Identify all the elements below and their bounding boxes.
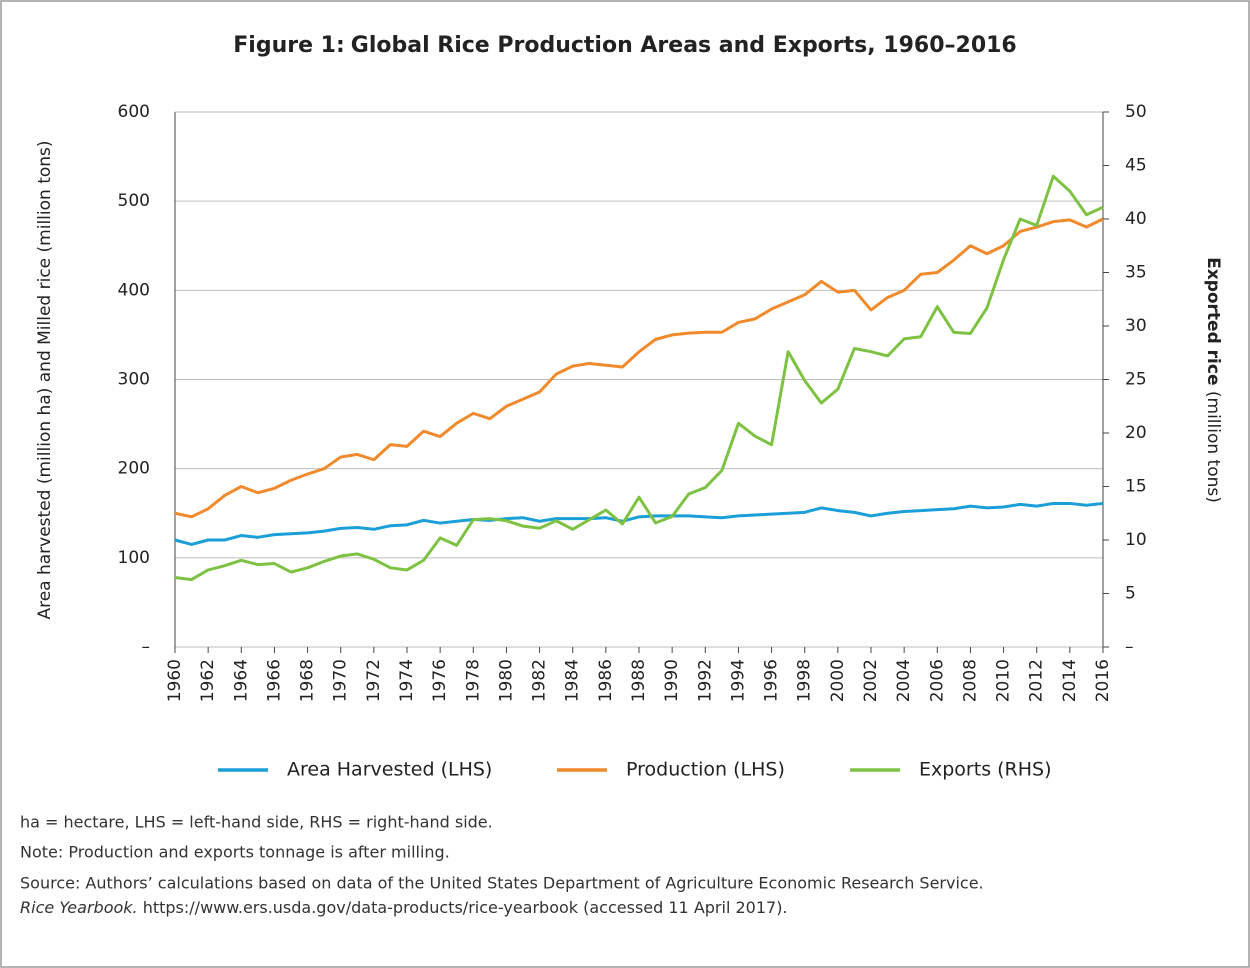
y-tick-label: 200 [118, 459, 150, 479]
series-line [174, 174, 1104, 582]
series-line [174, 217, 1104, 519]
title-label: Figure 1: [233, 33, 345, 58]
y2-axis-label: Exported rice (million tons) [1203, 257, 1223, 503]
y-label-part: Milled rice [35, 258, 55, 345]
x-tick-label: 1998 [795, 659, 815, 702]
y2-tick-label: 40 [1125, 209, 1147, 229]
x-tick-label: 1972 [364, 659, 384, 702]
y-tick-label: 500 [118, 191, 150, 211]
note: Note: Production and exports tonnage is … [20, 843, 450, 862]
legend-label: Exports (RHS) [919, 759, 1052, 781]
x-tick-label: 1994 [728, 659, 748, 702]
x-tick-label: 2004 [894, 659, 914, 702]
x-tick-label: 1974 [397, 659, 417, 702]
x-tick-label: 1988 [629, 659, 649, 702]
y-tick-label: 600 [118, 102, 150, 122]
title-text: Global Rice Production Areas and Exports… [351, 33, 1017, 58]
y2-tick-label: 15 [1125, 477, 1147, 497]
x-tick-label: 1960 [165, 659, 185, 702]
y2-label-part: (million tons) [1203, 385, 1223, 502]
x-tick-label: 1978 [463, 659, 483, 702]
x-tick-label: 2010 [994, 659, 1014, 702]
x-tick-label: 2006 [927, 659, 947, 702]
y2-tick-label: 30 [1125, 316, 1147, 336]
x-tick-label: 1992 [695, 659, 715, 702]
x-tick-label: 1970 [331, 659, 351, 702]
y-tick-label: 400 [118, 280, 150, 300]
x-tick-label: 1964 [231, 659, 251, 702]
x-tick-label: 2012 [1027, 659, 1047, 702]
y2-tick-label: 25 [1125, 370, 1147, 390]
y-label-part: Area harvested [35, 490, 55, 620]
x-tick-label: 1968 [298, 659, 318, 702]
y-label-part: (million ha) and [35, 345, 55, 490]
y2-tick-label: 45 [1125, 156, 1147, 176]
y-axis-label: Area harvested (million ha) and Milled r… [35, 140, 55, 619]
y-tick-label: 100 [118, 548, 150, 568]
x-tick-label: 2002 [861, 659, 881, 702]
legend-label: Area Harvested (LHS) [287, 759, 492, 781]
x-tick-label: 1966 [264, 659, 284, 702]
note: Source: Authors’ calculations based on d… [20, 874, 984, 893]
x-tick-label: 1986 [596, 659, 616, 702]
x-tick-label: 2014 [1060, 659, 1080, 702]
x-tick-label: 2000 [828, 659, 848, 702]
source: Rice Yearbook. https://www.ers.usda.gov/… [20, 898, 788, 917]
x-tick-label: 2016 [1093, 659, 1113, 702]
y2-tick-label: 10 [1125, 530, 1147, 550]
note: ha = hectare, LHS = left-hand side, RHS … [20, 813, 493, 832]
x-tick-label: 1990 [662, 659, 682, 702]
y2-tick-label: 50 [1125, 102, 1147, 122]
x-tick-label: 1962 [198, 659, 218, 702]
x-tick-label: 1984 [563, 659, 583, 702]
x-tick-label: 2008 [960, 659, 980, 702]
source-part: https://www.ers.usda.gov/data-products/r… [138, 898, 788, 917]
series-line [174, 501, 1104, 546]
chart-title: Figure 1: Global Rice Production Areas an… [233, 33, 1017, 58]
y-tick-label: 300 [118, 370, 150, 390]
x-tick-label: 1996 [762, 659, 782, 702]
x-tick-label: 1982 [530, 659, 550, 702]
y2-tick-label: 35 [1125, 263, 1147, 283]
x-tick-label: 1980 [496, 659, 516, 702]
y-tick-label: – [142, 637, 151, 657]
legend-label: Production (LHS) [626, 759, 785, 781]
y-label-part: (million tons) [35, 140, 55, 257]
source-part: Rice Yearbook. [20, 898, 138, 917]
y2-label-part: Exported rice [1203, 257, 1223, 385]
y2-tick-label: – [1125, 637, 1134, 657]
y2-tick-label: 5 [1125, 584, 1136, 604]
x-tick-label: 1976 [430, 659, 450, 702]
y2-tick-label: 20 [1125, 423, 1147, 443]
